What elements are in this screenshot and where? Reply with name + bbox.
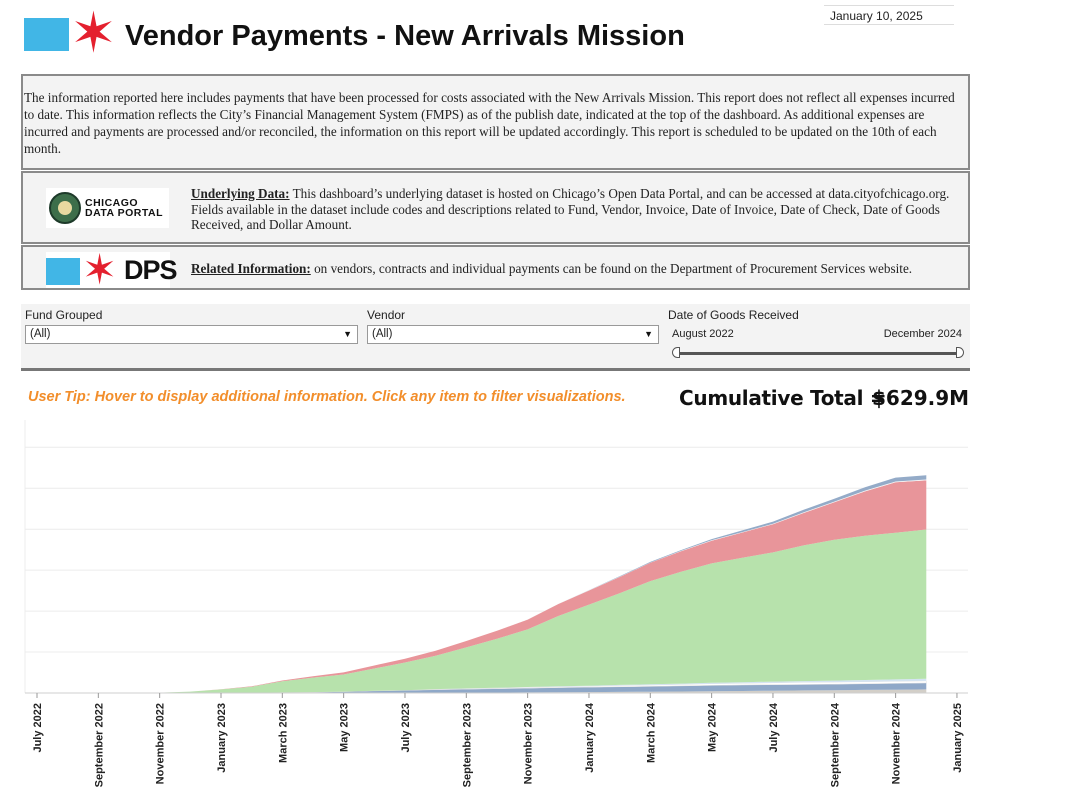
x-tick-label: November 2023 xyxy=(523,703,535,784)
x-tick-label: March 2023 xyxy=(277,703,289,763)
chevron-down-icon: ▼ xyxy=(644,329,653,339)
x-tick-label: May 2023 xyxy=(339,703,351,752)
fund-filter-label: Fund Grouped xyxy=(25,308,103,322)
date-range-end: December 2024 xyxy=(883,328,962,340)
x-tick-label: September 2024 xyxy=(829,702,841,787)
x-tick-label: May 2024 xyxy=(707,702,719,752)
area-series-5[interactable] xyxy=(67,529,927,694)
cumulative-total-value: $629.9M xyxy=(872,386,970,410)
x-tick-label: September 2022 xyxy=(93,703,105,787)
x-tick-label: March 2024 xyxy=(645,702,657,763)
user-tip: User Tip: Hover to display additional in… xyxy=(28,389,626,405)
chevron-down-icon: ▼ xyxy=(343,329,352,339)
cdp-logo-line2: DATA PORTAL xyxy=(85,207,164,219)
date-filter-label: Date of Goods Received xyxy=(668,308,799,322)
cdp-logo-line1: CHICAGO xyxy=(85,197,139,209)
area-series-8[interactable] xyxy=(67,475,927,693)
dps-star-icon: ✶ xyxy=(82,245,118,294)
x-tick-label: January 2023 xyxy=(216,703,228,773)
x-tick-label: July 2023 xyxy=(400,703,412,753)
header: ✶ Vendor Payments - New Arrivals Mission xyxy=(24,6,804,62)
x-tick-label: November 2024 xyxy=(891,702,903,784)
vendor-value: (All) xyxy=(372,328,393,340)
area-series-1[interactable] xyxy=(67,689,927,693)
red-star-icon: ✶ xyxy=(70,1,117,66)
x-tick-label: September 2023 xyxy=(461,703,473,787)
cumulative-total-label: Cumulative Total = xyxy=(679,386,887,410)
dps-logo[interactable]: ✶ DPS xyxy=(46,245,178,294)
underlying-data-text: Underlying Data: This dashboard’s underl… xyxy=(191,186,964,233)
vendor-filter-label: Vendor xyxy=(367,308,406,322)
filter-bar: Fund Grouped (All) ▼ Vendor (All) ▼ Date… xyxy=(21,304,970,371)
underlying-data-description: This dashboard’s underlying dataset is h… xyxy=(191,186,950,232)
date-range-start-handle[interactable] xyxy=(672,347,680,358)
chicago-flag-icon xyxy=(24,18,69,51)
dps-flag-icon xyxy=(46,258,80,285)
x-tick-label: January 2024 xyxy=(584,702,596,773)
publish-date: January 10, 2025 xyxy=(824,5,954,25)
chart-x-axis: July 2022 September 2022 November 2022 Janu… xyxy=(25,692,968,787)
related-info-text: Related Information: on vendors, contrac… xyxy=(191,261,912,277)
underlying-data-panel: CHICAGO DATA PORTAL Underlying Data: Thi… xyxy=(21,171,970,244)
disclaimer-panel: The information reported here includes p… xyxy=(21,74,970,170)
date-range-start: August 2022 xyxy=(672,328,734,340)
vendor-dropdown[interactable]: (All) ▼ xyxy=(367,325,659,344)
area-series-3[interactable] xyxy=(67,680,927,694)
underlying-data-link[interactable]: Underlying Data: xyxy=(191,186,290,201)
city-seal-icon xyxy=(49,192,81,224)
disclaimer-text: The information reported here includes p… xyxy=(24,90,955,156)
related-info-link[interactable]: Related Information: xyxy=(191,261,311,276)
x-tick-label: January 2025 xyxy=(952,703,964,773)
x-tick-label: July 2022 xyxy=(32,703,44,753)
date-range-slider-track[interactable] xyxy=(677,352,960,355)
related-info-panel: ✶ DPS Related Information: on vendors, c… xyxy=(21,245,970,294)
page-title: Vendor Payments - New Arrivals Mission xyxy=(125,20,685,52)
x-tick-label: July 2024 xyxy=(768,702,780,752)
related-info-description: on vendors, contracts and individual pay… xyxy=(310,261,913,276)
chicago-data-portal-logo[interactable]: CHICAGO DATA PORTAL xyxy=(46,188,169,228)
dps-logo-text: DPS xyxy=(124,255,178,285)
x-tick-label: November 2022 xyxy=(155,703,167,784)
fund-grouped-dropdown[interactable]: (All) ▼ xyxy=(25,325,358,344)
area-series-6[interactable] xyxy=(67,480,927,693)
chart-areas[interactable] xyxy=(67,475,927,694)
fund-grouped-value: (All) xyxy=(30,328,51,340)
date-range-end-handle[interactable] xyxy=(956,347,964,358)
